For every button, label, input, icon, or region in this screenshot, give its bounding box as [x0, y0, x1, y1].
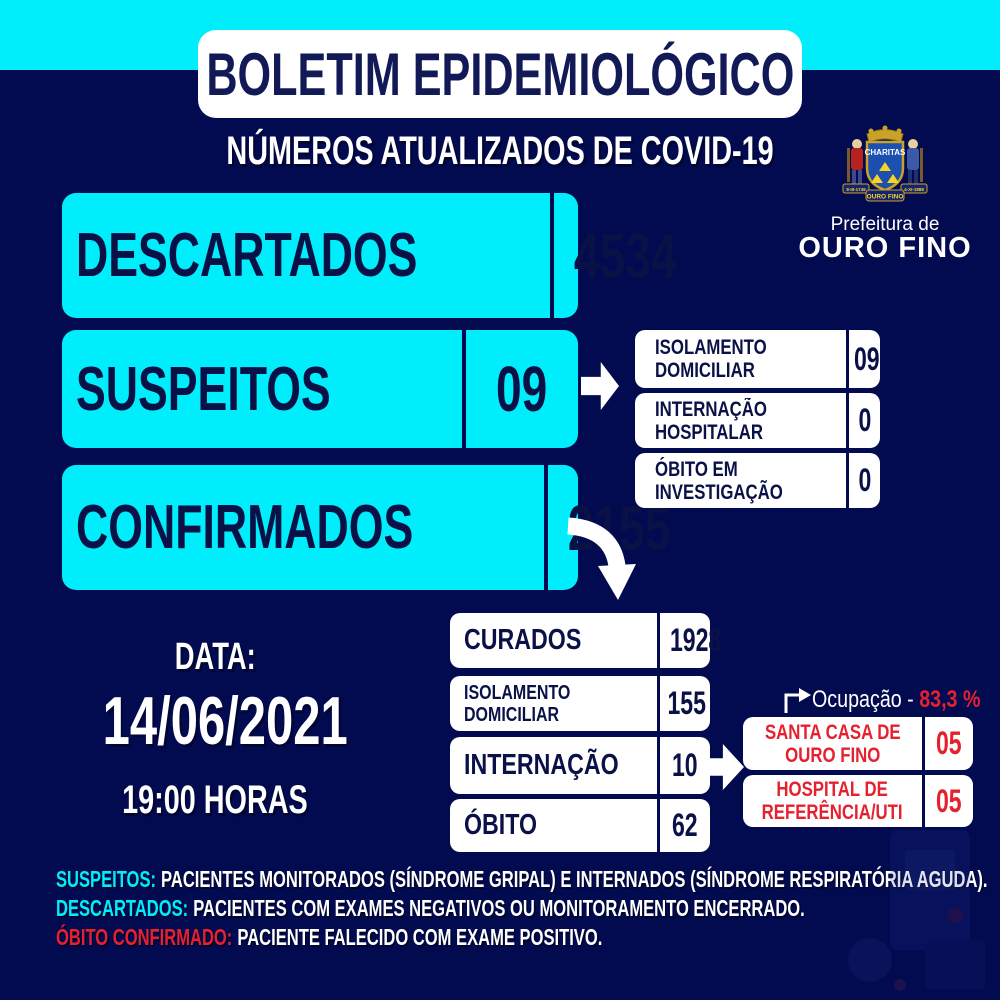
detail-value: 1928 — [669, 622, 722, 658]
legend-term: ÓBITO CONFIRMADO: — [56, 924, 233, 950]
hospital-box: SANTA CASA DE OURO FINO 05 — [743, 717, 973, 770]
legend: SUSPEITOS: PACIENTES MONITORADOS (SÍNDROM… — [56, 866, 996, 953]
stat-row-suspeitos: SUSPEITOS 09 — [62, 330, 578, 448]
background-watermark — [848, 830, 985, 991]
detail-label: INTERNAÇÃO HOSPITALAR — [655, 397, 767, 444]
legend-term: SUSPEITOS: — [56, 866, 157, 892]
detail-label: ÓBITO — [464, 809, 538, 841]
date-label: DATA: — [174, 636, 256, 678]
page-title: BOLETIM EPIDEMIOLÓGICO — [205, 40, 795, 108]
curved-down-arrow-icon — [567, 517, 636, 600]
crest-ribbon-right: 4-XI-1888 — [904, 187, 924, 192]
crest-motto: CHARITAS — [865, 148, 906, 157]
stat-label-cell: DESCARTADOS — [62, 193, 550, 318]
stat-row-descartados: DESCARTADOS 4534 — [62, 193, 677, 318]
detail-label: INTERNAÇÃO — [464, 749, 619, 781]
legend-line-suspeitos: SUSPEITOS: PACIENTES MONITORADOS (SÍNDROM… — [56, 866, 996, 895]
right-arrow-icon — [581, 362, 619, 410]
legend-definition: PACIENTE FALECIDO COM EXAME POSITIVO. — [237, 924, 603, 950]
legend-line-obito: ÓBITO CONFIRMADO: PACIENTE FALECIDO COM E… — [56, 924, 996, 953]
detail-value: 09 — [853, 340, 880, 377]
stat-row-confirmados: CONFIRMADOS 2155 — [62, 465, 671, 590]
time-value: 19:00 HORAS — [122, 778, 308, 822]
suspeitos-detail-box: INTERNAÇÃO HOSPITALAR 0 — [635, 393, 880, 448]
legend-term: DESCARTADOS: — [56, 895, 189, 921]
hospital-label: HOSPITAL DE REFERÊNCIA/UTI — [762, 778, 903, 824]
detail-value: 10 — [672, 747, 698, 783]
prefeitura-label: Prefeitura de — [830, 214, 940, 235]
detail-value: 0 — [858, 462, 871, 498]
ouro-fino-coat-of-arms-icon: CHARITAS 8-III-1749 4-XI-1888 OURO FINO — [842, 125, 928, 202]
hospital-value: 05 — [936, 782, 962, 819]
stat-label-cell: CONFIRMADOS — [62, 465, 544, 590]
confirmados-detail-box: ISOLAMENTO DOMICILIAR 155 — [450, 676, 710, 731]
stat-label: CONFIRMADOS — [76, 493, 414, 562]
confirmados-detail-box: ÓBITO 62 — [450, 799, 710, 852]
stat-label: SUSPEITOS — [76, 354, 331, 424]
stat-value-cell: 09 — [462, 330, 578, 448]
detail-label: ISOLAMENTO DOMICILIAR — [655, 336, 767, 382]
stat-value-cell: 4534 — [550, 193, 696, 318]
confirmados-detail-box: INTERNAÇÃO 10 — [450, 737, 710, 794]
hospital-box: HOSPITAL DE REFERÊNCIA/UTI 05 — [743, 775, 973, 827]
stat-value: 4534 — [574, 219, 677, 292]
detail-label: ISOLAMENTO DOMICILIAR — [464, 681, 571, 726]
stat-value: 09 — [496, 353, 548, 425]
crest-ribbon-left: 8-III-1749 — [846, 187, 866, 192]
crest-ribbon-center: OURO FINO — [867, 194, 904, 201]
legend-definition: PACIENTES COM EXAMES NEGATIVOS OU MONITO… — [193, 895, 805, 921]
page-subtitle: NÚMEROS ATUALIZADOS DE COVID-19 — [226, 129, 774, 173]
legend-line-descartados: DESCARTADOS: PACIENTES COM EXAMES NEGATIV… — [56, 895, 996, 924]
stat-label: DESCARTADOS — [76, 221, 418, 290]
hospital-label: SANTA CASA DE OURO FINO — [764, 720, 901, 767]
date-value: 14/06/2021 — [102, 683, 348, 759]
hospital-value: 05 — [936, 725, 962, 761]
occupancy-label: Ocupação - — [812, 686, 920, 713]
detail-label: ÓBITO EM INVESTIGAÇÃO — [655, 457, 783, 504]
suspeitos-detail-box: ISOLAMENTO DOMICILIAR 09 — [635, 330, 880, 388]
occupancy-line: Ocupação - 83,3 % — [780, 684, 1000, 716]
suspeitos-detail-box: ÓBITO EM INVESTIGAÇÃO 0 — [635, 453, 880, 508]
detail-value: 155 — [667, 685, 706, 721]
title-banner: BOLETIM EPIDEMIOLÓGICO — [198, 30, 802, 118]
legend-definition: PACIENTES MONITORADOS (SÍNDROME GRIPAL) … — [161, 866, 988, 892]
occupancy-value: 83,3 % — [919, 686, 981, 713]
city-name-label: OURO FINO — [798, 232, 972, 264]
corner-arrow-icon — [784, 688, 811, 713]
stat-label-cell: SUSPEITOS — [62, 330, 462, 448]
detail-label: CURADOS — [464, 624, 582, 656]
confirmados-detail-box: CURADOS 1928 — [450, 613, 721, 668]
detail-value: 62 — [672, 807, 698, 843]
detail-value: 0 — [858, 402, 871, 438]
